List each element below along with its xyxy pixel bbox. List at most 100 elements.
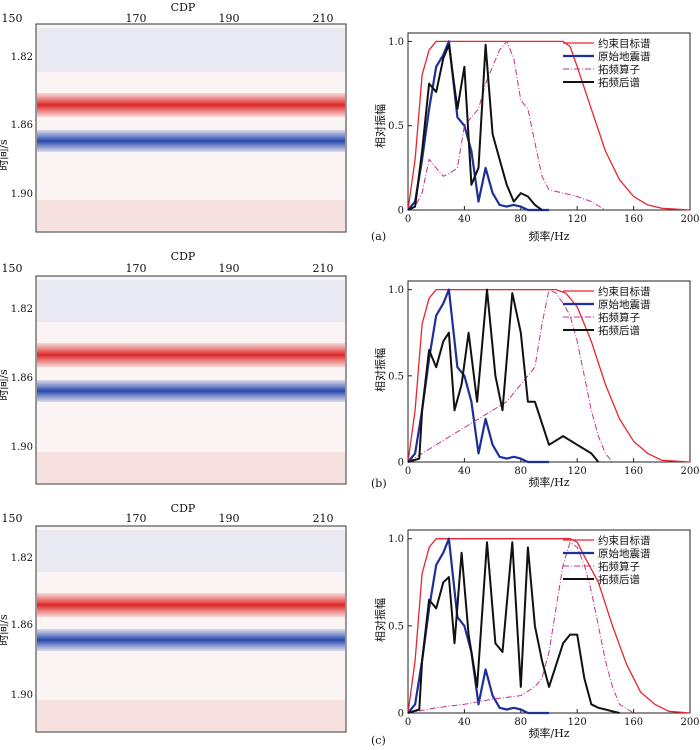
legend-a-label-result: 拓频后谱	[598, 76, 640, 89]
legend-a-label-target: 约束目标谱	[598, 37, 651, 50]
seismic-b-xtick-190: 190	[219, 262, 240, 275]
legend-a-label-original: 原始地震谱	[598, 50, 651, 63]
chart-b-xtick-label: 80	[514, 466, 527, 477]
legend-b-label-result: 拓频后谱	[598, 324, 640, 337]
seismic-c-xtick-190: 190	[219, 512, 240, 525]
chart-c-frame	[407, 529, 691, 714]
seismic-c-blue-horizon	[37, 629, 345, 651]
chart-c-xtick-label: 0	[405, 717, 411, 728]
chart-c-xtick-label: 80	[514, 717, 527, 728]
seismic-a-xtick-150: 150	[2, 12, 23, 25]
seismic-c-ytick-186: 1.86	[11, 620, 33, 631]
chart-a-xlabel: 频率/Hz	[528, 229, 569, 243]
chart-a-xtick-label: 200	[680, 214, 699, 225]
seismic-c-xtick-170: 170	[126, 512, 147, 525]
seismic-c-xtick-210: 210	[313, 512, 334, 525]
chart-b-legend: 约束目标谱 原始地震谱 拓频算子 拓频后谱	[563, 285, 651, 337]
chart-b-plot: 0 40 80 120 160 200 0 0.5 1.0	[388, 280, 700, 477]
seismic-b-red-horizon	[37, 343, 345, 367]
chart-b-ytick-label: 1.0	[388, 285, 404, 296]
chart-b-xtick-label: 160	[624, 466, 643, 477]
chart-a-xtick-label: 120	[568, 214, 587, 225]
spectrum-panel-c: 0 40 80 120 160 200 0 0.5 1.0 频率/Hz 相对振幅 (c) 约束目…	[371, 529, 700, 747]
seismic-a-ytick-190: 1.90	[11, 189, 33, 200]
legend-c-label-original: 原始地震谱	[598, 547, 651, 560]
seismic-a-xtick-190: 190	[219, 12, 240, 25]
chart-c-xtick-label: 40	[458, 717, 471, 728]
seismic-b-bottom-stripes	[37, 452, 345, 483]
seismic-a-ytick-186: 1.86	[11, 120, 33, 131]
seismic-panel-b: CDP 150 170 190 210 时间/s 1.82 1.86 1.90	[0, 250, 347, 485]
seismic-a-bottom-stripes	[37, 200, 345, 231]
seismic-a-xtick-210: 210	[313, 12, 334, 25]
chart-a-ytick-label: 0	[398, 206, 404, 217]
seismic-a-top-stripes	[37, 28, 345, 72]
panel-c: CDP 150 170 190 210 时间/s 1.82 1.86 1.90 …	[0, 502, 700, 747]
seismic-b-ytick-190: 1.90	[11, 442, 33, 453]
panel-b-label: (b)	[371, 477, 387, 490]
chart-c-ytick-label: 0	[398, 709, 404, 720]
chart-b-ytick-label: 0.5	[388, 371, 404, 382]
legend-c-label-target: 约束目标谱	[598, 534, 651, 547]
panel-c-label: (c)	[371, 734, 386, 747]
chart-a-frame	[407, 32, 691, 211]
chart-b-xtick-label: 0	[405, 466, 411, 477]
chart-a-series-2	[407, 40, 606, 211]
seismic-a-xlabel: CDP	[171, 1, 196, 14]
chart-c-ylabel: 相对振幅	[373, 598, 387, 642]
chart-b-frame	[407, 280, 691, 463]
chart-a-ytick-label: 1.0	[388, 37, 404, 48]
seismic-b-ytick-182: 1.82	[11, 304, 33, 315]
seismic-b-blue-horizon	[37, 380, 345, 402]
chart-b-xlabel: 频率/Hz	[528, 475, 569, 489]
chart-c-ytick-label: 1.0	[388, 534, 404, 545]
chart-a-xtick-label: 80	[514, 214, 527, 225]
seismic-a-xtick-170: 170	[126, 12, 147, 25]
seismic-b-xlabel: CDP	[171, 250, 196, 263]
chart-c-ytick-label: 0.5	[388, 621, 404, 632]
chart-a-ylabel: 相对振幅	[373, 104, 387, 148]
seismic-a-ytick-182: 1.82	[11, 52, 33, 63]
seismic-c-xtick-150: 150	[2, 512, 23, 525]
seismic-a-background	[35, 23, 347, 233]
chart-c-plot: 0 40 80 120 160 200 0 0.5 1.0	[388, 529, 700, 728]
chart-c-xtick-label: 200	[680, 717, 699, 728]
chart-b-xtick-label: 40	[458, 466, 471, 477]
chart-b-ylabel: 相对振幅	[373, 348, 387, 392]
seismic-b-xtick-170: 170	[126, 262, 147, 275]
seismic-a-blue-horizon	[37, 130, 345, 152]
chart-b-ytick-label: 0	[398, 458, 404, 469]
seismic-b-xtick-150: 150	[2, 262, 23, 275]
seismic-b-xtick-210: 210	[313, 262, 334, 275]
seismic-c-xlabel: CDP	[171, 502, 196, 515]
seismic-a-red-horizon	[37, 93, 345, 117]
seismic-c-red-horizon	[37, 593, 345, 617]
legend-b-label-original: 原始地震谱	[598, 298, 651, 311]
legend-b-label-operator: 拓频算子	[598, 311, 640, 324]
chart-a-xtick-label: 0	[405, 214, 411, 225]
legend-b-label-target: 约束目标谱	[598, 285, 651, 298]
seismic-panel-a: CDP 150 170 190 210 时间/s 1.82 1.86 1.90	[0, 1, 347, 233]
seismic-a-ylabel: 时间/s	[0, 139, 10, 171]
chart-c-xtick-label: 120	[568, 717, 587, 728]
seismic-c-ytick-190: 1.90	[11, 690, 33, 701]
panel-a-label: (a)	[371, 230, 386, 243]
chart-c-xlabel: 频率/Hz	[528, 726, 569, 740]
chart-b-xtick-label: 120	[568, 466, 587, 477]
chart-c-series-3	[407, 541, 620, 714]
seismic-c-bottom-stripes	[37, 700, 345, 731]
seismic-b-ytick-186: 1.86	[11, 373, 33, 384]
spectrum-panel-b: 0 40 80 120 160 200 0 0.5 1.0 频率/Hz 相对振幅 (b) 约束目…	[371, 280, 700, 490]
spectrum-panel-a: 0 40 80 120 160 200 0 0.5 1.0 频率/Hz 相对振幅 (a) 约束目…	[371, 32, 700, 243]
chart-a-legend: 约束目标谱 原始地震谱 拓频算子 拓频后谱	[563, 37, 651, 89]
panel-b: CDP 150 170 190 210 时间/s 1.82 1.86 1.90 …	[0, 250, 700, 490]
chart-a-series-0	[407, 40, 691, 211]
legend-c-label-result: 拓频后谱	[598, 573, 640, 586]
chart-c-xtick-label: 160	[624, 717, 643, 728]
chart-a-ytick-label: 0.5	[388, 121, 404, 132]
chart-b-series-0	[407, 288, 691, 463]
chart-b-series-3	[407, 288, 600, 463]
seismic-panel-c: CDP 150 170 190 210 时间/s 1.82 1.86 1.90	[0, 502, 347, 733]
seismic-b-top-stripes	[37, 280, 345, 322]
